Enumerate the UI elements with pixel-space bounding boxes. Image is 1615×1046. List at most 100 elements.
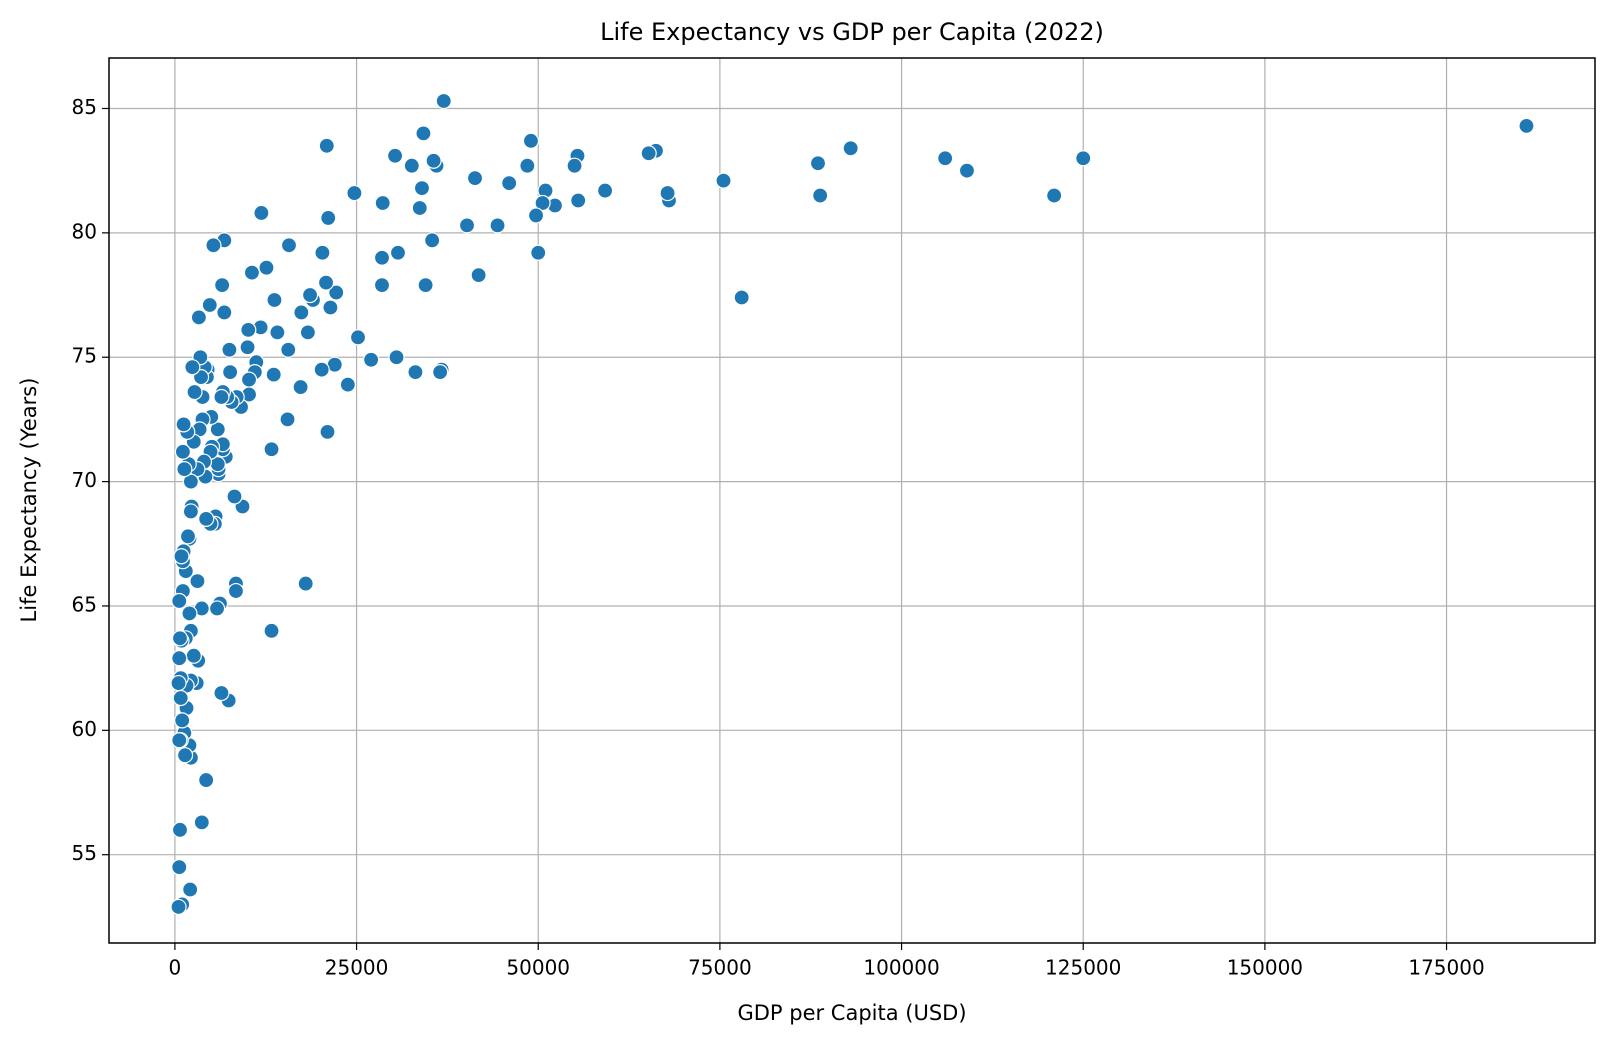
point (937, 150, 954, 167)
point (809, 155, 827, 172)
point (184, 359, 201, 376)
point (407, 364, 424, 381)
point (240, 321, 257, 338)
point (530, 244, 547, 261)
point (363, 351, 380, 368)
point (425, 152, 442, 169)
point (318, 137, 335, 154)
point (322, 299, 339, 316)
point (566, 157, 583, 174)
x-tick-label: 50000 (506, 956, 570, 980)
point (239, 339, 256, 356)
point (314, 244, 331, 261)
point (258, 259, 275, 276)
point (171, 630, 189, 647)
point (172, 689, 189, 707)
point (269, 324, 286, 341)
point (715, 172, 732, 189)
y-tick-label: 60 (72, 717, 97, 741)
point (349, 329, 367, 346)
point (171, 732, 188, 749)
point (226, 488, 243, 505)
point (1075, 150, 1092, 167)
point (293, 304, 310, 321)
point (201, 296, 218, 314)
point (519, 157, 536, 174)
point (213, 388, 230, 406)
point (181, 605, 198, 622)
x-tick-label: 175000 (1408, 956, 1484, 980)
point (213, 684, 230, 702)
point (435, 92, 452, 110)
point (176, 461, 193, 478)
point (240, 371, 258, 388)
point (388, 349, 405, 366)
point (470, 267, 487, 284)
point (958, 162, 976, 179)
x-tick-label: 0 (169, 956, 182, 980)
point (842, 140, 859, 157)
point (173, 548, 190, 565)
point (198, 510, 215, 528)
point (527, 207, 545, 224)
point (458, 217, 476, 234)
point (265, 366, 282, 383)
point (280, 237, 298, 254)
point (534, 194, 551, 212)
x-tick-label: 125000 (1045, 956, 1121, 980)
point (171, 821, 189, 838)
point (175, 416, 192, 433)
point (640, 145, 657, 162)
point (403, 157, 420, 174)
point (279, 411, 296, 428)
point (182, 881, 199, 898)
point (198, 771, 215, 789)
y-tick-label: 65 (72, 592, 97, 616)
point (214, 276, 231, 294)
point (328, 284, 345, 301)
point (171, 650, 188, 667)
x-tick-label: 75000 (688, 956, 752, 980)
point (292, 378, 309, 396)
point (182, 503, 199, 520)
point (301, 286, 319, 304)
point (266, 291, 283, 309)
point (280, 341, 297, 358)
point (319, 423, 336, 440)
point (317, 274, 335, 291)
point (389, 244, 407, 261)
point (320, 209, 337, 227)
point (243, 264, 261, 281)
point (253, 204, 270, 222)
x-axis-label: GDP per Capita (USD) (737, 1001, 966, 1025)
point (170, 674, 187, 692)
point (339, 376, 356, 393)
point (193, 814, 210, 831)
point (190, 309, 207, 326)
point (263, 622, 280, 639)
point (413, 179, 431, 197)
point (417, 276, 434, 294)
point (1046, 187, 1063, 204)
point (185, 647, 202, 664)
point (189, 572, 206, 590)
point (208, 600, 226, 617)
point (182, 473, 199, 490)
point (415, 125, 432, 142)
point (176, 747, 194, 764)
point (174, 443, 192, 460)
point (174, 712, 191, 729)
point (812, 187, 829, 204)
point (263, 441, 280, 458)
point (186, 383, 203, 401)
point (373, 276, 391, 294)
x-tick-label: 25000 (325, 956, 389, 980)
point (299, 324, 316, 341)
x-tick-label: 150000 (1227, 956, 1303, 980)
point (501, 175, 518, 192)
point (424, 232, 441, 249)
point (205, 237, 222, 254)
y-tick-label: 85 (72, 95, 97, 119)
point (733, 289, 750, 306)
